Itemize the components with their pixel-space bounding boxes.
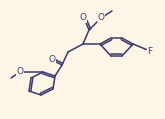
Text: F: F [148,47,153,55]
Text: O: O [80,13,86,22]
Text: O: O [16,67,23,77]
Text: O: O [49,55,55,64]
Text: O: O [98,12,104,22]
